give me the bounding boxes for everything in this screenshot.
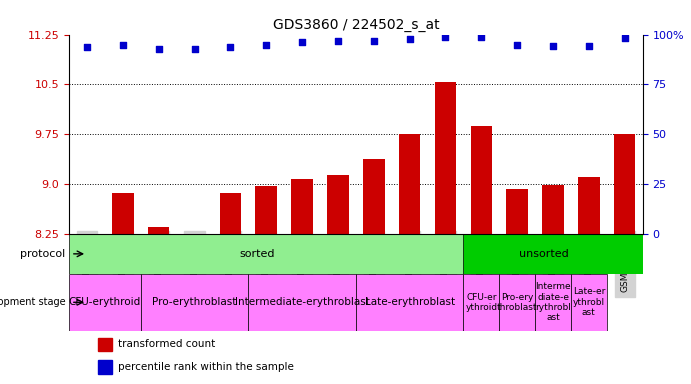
- Point: [117, 42, 129, 48]
- Bar: [327, 175, 349, 234]
- Text: protocol: protocol: [20, 249, 66, 259]
- Bar: [542, 185, 564, 234]
- Bar: [256, 186, 277, 234]
- Bar: [399, 134, 420, 234]
- Text: Late-erythroblast: Late-erythroblast: [365, 297, 455, 307]
- Bar: [220, 193, 241, 234]
- FancyBboxPatch shape: [141, 274, 248, 331]
- Bar: [578, 177, 600, 234]
- Bar: [98, 338, 112, 351]
- Text: Pro-ery
throblast: Pro-ery throblast: [497, 293, 538, 312]
- Bar: [614, 134, 636, 234]
- FancyBboxPatch shape: [248, 274, 356, 331]
- Text: Intermediate-erythroblast: Intermediate-erythroblast: [235, 297, 370, 307]
- Bar: [148, 227, 169, 234]
- Text: CFU-er
ythroid: CFU-er ythroid: [465, 293, 498, 312]
- Text: Interme
diate-e
rythrobl
ast: Interme diate-e rythrobl ast: [535, 282, 571, 323]
- Text: transformed count: transformed count: [118, 339, 215, 349]
- FancyBboxPatch shape: [571, 274, 607, 331]
- FancyBboxPatch shape: [69, 274, 141, 331]
- Point: [511, 41, 522, 48]
- Bar: [435, 83, 456, 234]
- Point: [82, 43, 93, 50]
- Point: [547, 43, 558, 49]
- Point: [583, 43, 594, 49]
- Text: development stage: development stage: [0, 297, 66, 307]
- Bar: [471, 126, 492, 234]
- Point: [189, 45, 200, 51]
- Bar: [507, 189, 528, 234]
- Bar: [184, 234, 205, 236]
- Text: Late-er
ythrobl
ast: Late-er ythrobl ast: [573, 287, 605, 317]
- Point: [404, 36, 415, 42]
- Point: [619, 35, 630, 41]
- Text: CFU-erythroid: CFU-erythroid: [69, 297, 141, 307]
- FancyBboxPatch shape: [499, 274, 535, 331]
- Point: [440, 34, 451, 40]
- Point: [225, 43, 236, 50]
- Point: [332, 38, 343, 44]
- Text: sorted: sorted: [240, 249, 275, 259]
- Bar: [292, 179, 313, 234]
- Bar: [363, 159, 384, 234]
- Bar: [98, 360, 112, 374]
- FancyBboxPatch shape: [69, 234, 482, 274]
- Text: percentile rank within the sample: percentile rank within the sample: [118, 362, 294, 372]
- FancyBboxPatch shape: [356, 274, 464, 331]
- Point: [261, 41, 272, 48]
- FancyBboxPatch shape: [464, 274, 499, 331]
- Point: [368, 38, 379, 44]
- Title: GDS3860 / 224502_s_at: GDS3860 / 224502_s_at: [272, 18, 439, 32]
- FancyBboxPatch shape: [535, 274, 571, 331]
- Text: Pro-erythroblast: Pro-erythroblast: [153, 297, 237, 307]
- Text: unsorted: unsorted: [519, 249, 569, 259]
- Point: [476, 34, 487, 40]
- Point: [153, 46, 164, 52]
- Point: [296, 39, 307, 45]
- Bar: [112, 193, 133, 234]
- FancyBboxPatch shape: [464, 234, 643, 274]
